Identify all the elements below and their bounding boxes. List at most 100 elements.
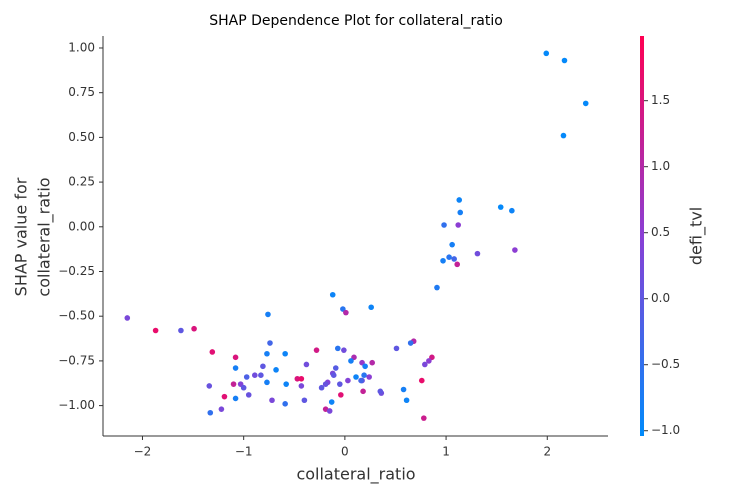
point [152,327,159,334]
point [341,347,347,353]
point [258,372,264,379]
colorbar-tick-label: −0.5 [651,357,680,371]
point [264,379,270,386]
point [264,350,270,357]
y-tick-label: 0.75 [68,85,95,99]
point [267,340,273,346]
y-tick-label: 0.00 [68,219,95,233]
point [366,374,372,380]
point [283,381,289,387]
y-tick-label: −0.25 [58,264,95,278]
point [457,209,464,216]
colorbar [640,36,644,436]
y-axis-label: SHAP value for [12,177,31,296]
point [232,395,239,402]
point [377,388,384,395]
point [451,256,457,262]
point [434,284,440,291]
point [362,363,368,370]
point [353,374,359,380]
point [421,415,427,421]
point [329,291,336,298]
point [265,311,271,318]
point [240,384,247,391]
y-tick-label: −0.50 [58,309,95,323]
point [456,197,463,203]
point [232,365,239,371]
point [560,132,567,139]
point [243,374,250,380]
point [207,409,214,416]
point [422,361,428,368]
point [543,50,550,57]
colorbar-tick-label: 1.5 [651,93,670,107]
point [440,257,446,264]
point [124,315,131,321]
point [298,383,305,389]
x-tick-label: −1 [235,445,253,459]
point [318,384,325,391]
point [449,241,455,248]
point [582,100,589,107]
point [209,349,216,355]
y-tick-label: 0.50 [68,130,95,144]
x-tick-label: 2 [543,445,551,459]
point [303,361,310,368]
point [361,372,367,379]
point [232,354,239,361]
point [497,204,504,210]
point [298,375,305,382]
colorbar-tick-label: 0.5 [651,225,670,239]
point [474,250,481,257]
point [252,372,258,379]
point [221,393,228,400]
point [260,363,266,370]
point [191,325,197,332]
colorbar-tick-label: −1.0 [651,423,680,437]
point [360,388,366,395]
point [369,359,375,366]
point [178,327,184,334]
point [269,397,275,404]
point [368,304,374,311]
point [282,350,288,357]
x-tick-label: 0 [341,445,349,459]
point [446,254,452,260]
y-tick-label: 0.25 [68,175,95,189]
y-tick-label: −0.75 [58,353,95,367]
point [348,358,354,364]
point [230,381,237,387]
point [313,347,320,353]
point [345,377,351,384]
point [326,408,333,414]
point [301,397,308,404]
y-axis-label: collateral_ratio [35,177,55,296]
x-tick-label: −2 [134,445,152,459]
point [407,340,414,346]
point [330,372,337,379]
y-tick-label: −1.00 [58,398,95,412]
point [337,381,343,387]
y-tick-label: 1.00 [68,40,95,54]
point [403,397,410,404]
point [400,386,407,393]
colorbar-tick-label: 0.0 [651,291,670,305]
point [334,345,341,352]
point [206,383,213,389]
point [426,358,432,364]
x-axis-label: collateral_ratio [296,465,415,485]
point [455,222,462,228]
x-tick-label: 1 [442,445,450,459]
point [294,375,301,382]
colorbar-tick-label: 1.0 [651,159,670,173]
point [282,401,288,407]
point [332,365,339,371]
point [322,381,329,387]
point [454,261,461,268]
point [418,377,425,384]
point [218,406,225,412]
point [393,345,400,352]
point [273,367,279,373]
point [343,309,349,316]
